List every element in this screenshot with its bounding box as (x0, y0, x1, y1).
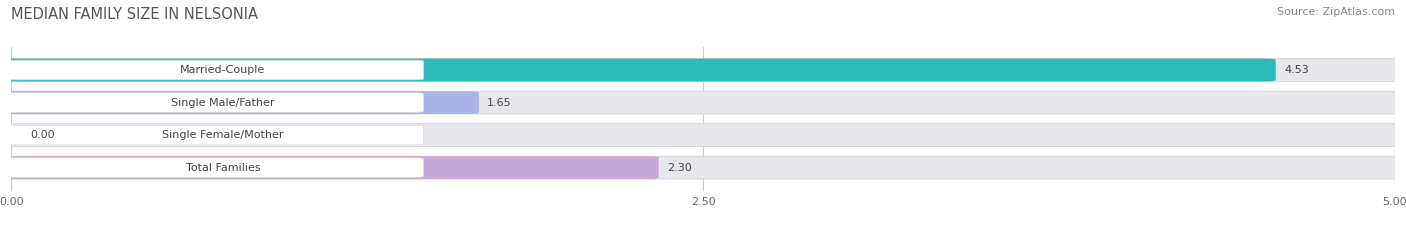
Text: Single Female/Mother: Single Female/Mother (162, 130, 284, 140)
FancyBboxPatch shape (0, 124, 1406, 147)
Text: Total Families: Total Families (186, 163, 260, 173)
Text: 1.65: 1.65 (486, 98, 512, 108)
Text: 2.30: 2.30 (666, 163, 692, 173)
Text: 4.53: 4.53 (1284, 65, 1309, 75)
FancyBboxPatch shape (6, 60, 423, 80)
FancyBboxPatch shape (0, 91, 1406, 114)
FancyBboxPatch shape (0, 59, 1406, 81)
FancyBboxPatch shape (0, 59, 1275, 81)
FancyBboxPatch shape (6, 93, 423, 112)
FancyBboxPatch shape (6, 158, 423, 177)
FancyBboxPatch shape (0, 156, 1406, 179)
Text: MEDIAN FAMILY SIZE IN NELSONIA: MEDIAN FAMILY SIZE IN NELSONIA (11, 7, 259, 22)
Text: Source: ZipAtlas.com: Source: ZipAtlas.com (1277, 7, 1395, 17)
Text: 0.00: 0.00 (31, 130, 55, 140)
FancyBboxPatch shape (0, 91, 479, 114)
Text: Married-Couple: Married-Couple (180, 65, 266, 75)
Text: Single Male/Father: Single Male/Father (172, 98, 274, 108)
FancyBboxPatch shape (6, 125, 423, 145)
FancyBboxPatch shape (0, 156, 659, 179)
